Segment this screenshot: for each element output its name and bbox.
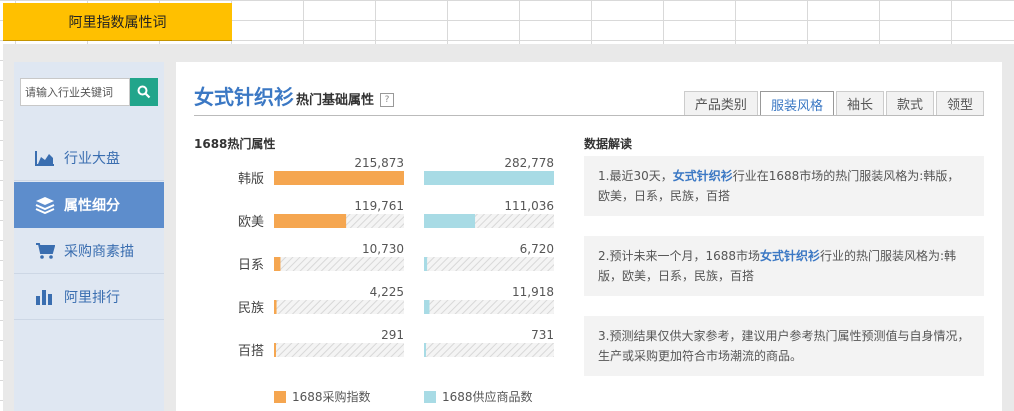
layers-icon — [34, 195, 56, 215]
bar-track — [274, 343, 404, 357]
interpretation-title: 数据解读 — [584, 137, 633, 151]
bar-track — [424, 300, 554, 314]
value-label: 11,918 — [512, 285, 554, 299]
sidebar-item-ali-ranking[interactable]: 阿里排行 — [14, 274, 164, 320]
note-keyword: 女式针织衫 — [672, 169, 733, 183]
note-text: 行业的热门服装风格为:韩版，欧美，日系，民族，百搭 — [598, 249, 957, 283]
bar — [274, 257, 281, 271]
legend-swatch — [274, 390, 286, 403]
legend-label: 1688供应商品数 — [442, 390, 533, 404]
search-button[interactable] — [130, 78, 158, 106]
sidebar-item-label: 行业大盘 — [64, 150, 120, 167]
value-label: 282,778 — [504, 156, 554, 170]
bar-chart-icon — [34, 287, 56, 307]
chart-title: 1688热门属性 — [194, 137, 276, 151]
category-label: 韩版 — [238, 172, 264, 187]
interpretation-note-1: 1.最近30天，女式针织衫行业在1688市场的热门服装风格为:韩版，欧美，日系，… — [584, 156, 984, 216]
bar — [274, 171, 404, 185]
bar — [424, 343, 426, 357]
interpretation-note-3: 3.预测结果仅供大家参考，建议用户参考热门属性预测值与自身情况，生产或采购更加符… — [584, 316, 984, 376]
sidebar-item-buyer-profile[interactable]: 采购商素描 — [14, 228, 164, 274]
value-label: 215,873 — [354, 156, 404, 170]
area-chart-icon — [34, 148, 56, 168]
search-icon — [137, 85, 151, 99]
bar — [424, 214, 476, 228]
page-title: 女式针织衫 热门基础属性 ? — [194, 80, 395, 110]
main-panel: 女式针织衫 热门基础属性 ? 产品类别 服装风格 袖长 款式 领型 1688热门… — [176, 62, 1002, 411]
bar-track — [274, 257, 404, 271]
category-label: 民族 — [238, 300, 264, 316]
value-label: 111,036 — [504, 199, 554, 213]
sidebar-item-attribute-breakdown[interactable]: 属性细分 — [14, 182, 164, 228]
note-keyword: 女式针织衫 — [760, 249, 821, 263]
note-text: 2.预计未来一个月，1688市场 — [598, 249, 760, 263]
page-title-subtitle: 热门基础属性 — [296, 93, 375, 108]
tab-collar-type[interactable]: 领型 — [935, 91, 984, 115]
bar — [424, 171, 554, 185]
note-text: 3.预测结果仅供大家参考，建议用户参考热门属性预测值与自身情况，生产或采购更加符… — [598, 329, 970, 363]
tab-sleeve-length[interactable]: 袖长 — [835, 91, 884, 115]
category-label: 欧美 — [238, 215, 264, 230]
sidebar-item-label: 采购商素描 — [64, 243, 134, 260]
value-label: 731 — [531, 328, 554, 342]
bar — [274, 214, 347, 228]
sidebar-item-industry-overview[interactable]: 行业大盘 — [14, 135, 164, 181]
cart-icon — [34, 241, 56, 261]
bar-track — [424, 257, 554, 271]
note-text: 行业在1688市场的热门服装风格为:韩版，欧美，日系，民族，百搭 — [598, 169, 960, 203]
bar-track — [424, 343, 554, 357]
sheet-title-text: 阿里指数属性词 — [68, 14, 167, 31]
search-input[interactable] — [20, 78, 130, 106]
hot-attributes-chart: 韩版 215,873 282,778 欧美 119,761 111,036 日系 10,730… — [238, 156, 554, 359]
attribute-tabs: 产品类别 服装风格 袖长 款式 领型 — [682, 91, 984, 116]
sheet-title-cell[interactable]: 阿里指数属性词 — [3, 3, 232, 41]
note-text: 1.最近30天， — [598, 169, 673, 183]
bar — [424, 257, 428, 271]
value-label: 10,730 — [362, 242, 404, 256]
tab-clothing-style[interactable]: 服装风格 — [759, 91, 834, 116]
sidebar-item-label: 阿里排行 — [64, 289, 120, 306]
value-label: 4,225 — [370, 285, 404, 299]
bar-track — [274, 300, 404, 314]
help-icon[interactable]: ? — [380, 93, 395, 107]
value-label: 119,761 — [354, 199, 404, 213]
category-label: 百搭 — [238, 343, 264, 359]
legend-item-supply-count: 1688供应商品数 — [424, 388, 533, 405]
tab-style[interactable]: 款式 — [885, 91, 934, 115]
bar — [424, 300, 430, 314]
sidebar-item-label: 属性细分 — [64, 198, 120, 214]
legend-label: 1688采购指数 — [292, 390, 371, 404]
legend-swatch — [424, 390, 436, 403]
tabs-divider — [194, 115, 984, 116]
bar — [274, 343, 276, 357]
bar — [274, 300, 277, 314]
sidebar: 行业大盘 属性细分 采购商素描 阿里排行 — [14, 62, 164, 411]
value-label: 291 — [381, 328, 404, 342]
category-label: 日系 — [238, 258, 264, 273]
search-box — [20, 78, 158, 106]
tab-product-category[interactable]: 产品类别 — [683, 91, 758, 115]
interpretation-note-2: 2.预计未来一个月，1688市场女式针织衫行业的热门服装风格为:韩版，欧美，日系… — [584, 236, 984, 296]
value-label: 6,720 — [520, 242, 554, 256]
legend-item-purchase-index: 1688采购指数 — [274, 388, 371, 405]
page-title-keyword: 女式针织衫 — [194, 85, 294, 109]
